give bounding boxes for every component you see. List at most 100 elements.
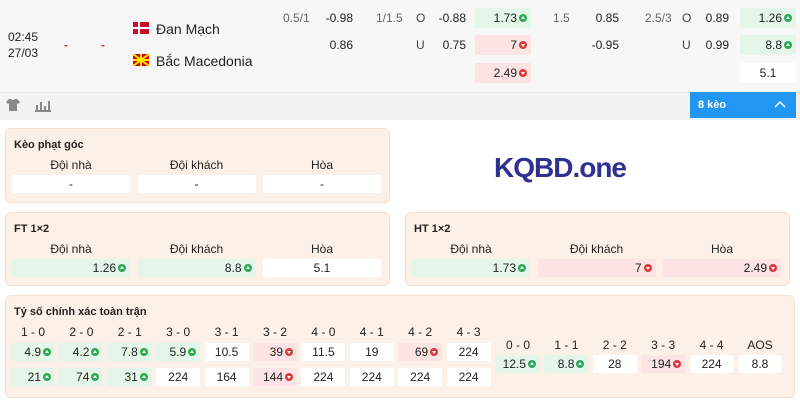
score-header: 4 - 1 [359,325,384,339]
odds-value: 19 [365,345,379,359]
flag-denmark [133,22,149,34]
odds-cell[interactable]: 224 [446,343,491,361]
column-header: Hòa [310,242,333,256]
odds-cell[interactable]: 224 [349,368,394,386]
odds-cell[interactable]: 19 [349,343,394,361]
odds-value: 224 [168,370,189,384]
score-header: 4 - 3 [456,325,481,339]
odds-cell[interactable]: 8.8 [738,355,782,373]
score-header: 3 - 2 [262,325,287,339]
odds-value: - [194,177,199,191]
odds-cell[interactable]: 164 [204,368,249,386]
odds-cell[interactable]: - [12,175,130,193]
odds-value: 7.8 [121,345,138,359]
odds-cell[interactable]: 5.1 [740,63,796,83]
odds-value: 5.9 [169,345,187,359]
odds-value: 7 [510,38,517,52]
odds-cell[interactable]: 69 [398,343,443,361]
shirt-icon[interactable] [5,98,21,112]
odds-cell[interactable]: 31 [107,368,152,386]
trend-icon [243,264,252,272]
column-header: Hòa [310,158,333,172]
score-header: 1 - 0 [20,325,45,339]
odds-value: 1.26 [758,11,782,25]
odds-value: 224 [313,370,334,384]
odds-cell[interactable]: 8.8 [137,259,256,277]
odds-cell[interactable]: 224 [398,368,443,386]
stats-icon[interactable] [34,98,52,112]
score-header: 2 - 0 [69,325,94,339]
odds-cell[interactable]: 21 [11,368,55,386]
match-date: 27/03 [8,46,39,60]
trend-icon [673,360,682,368]
away-team: Bắc Macedonia [156,53,253,69]
odds-cell[interactable]: 1.26 [12,259,130,277]
trend-icon [519,14,527,22]
more-button-label[interactable]: 8 kèo [698,99,727,111]
odds-cell[interactable]: 144 [253,368,297,386]
trend-icon [769,264,777,272]
odds-cell[interactable]: 224 [301,368,346,386]
odds-value: 5.1 [759,66,777,80]
odds-value: 10.5 [214,345,239,359]
odds-value: 12.5 [502,357,526,371]
ou-line: 2.5/3 [645,11,672,25]
match-time: 02:45 [8,30,39,44]
trend-icon [118,264,126,272]
odds-value: 224 [410,370,431,384]
more-button[interactable] [690,92,796,118]
odds-cell[interactable]: 224 [156,368,201,386]
odds-cell[interactable]: 194 [641,355,686,373]
score-header: AOS [747,338,773,352]
odds-cell[interactable]: 1.73 [412,259,530,277]
odds-cell[interactable]: 8.8 [544,355,589,373]
odds-cell[interactable]: 2.49 [663,259,781,277]
column-header: Đội nhà [50,242,92,256]
score-header: 0 - 0 [505,338,530,352]
odds-cell[interactable]: 5.9 [156,343,201,361]
odds-cell[interactable]: 5.1 [263,259,381,277]
toolbar [0,93,800,120]
odds-cell[interactable]: - [263,175,381,193]
odds-cell[interactable]: 4.2 [59,343,104,361]
odds-cell[interactable]: 1.26 [740,8,796,28]
odds-cell[interactable]: 74 [59,368,104,386]
trend-icon [784,14,792,22]
home-score: - [64,38,68,52]
odds-cell[interactable]: 10.5 [204,343,249,361]
odds-cell[interactable]: 39 [253,343,297,361]
odds-cell[interactable]: 2.49 [475,63,531,83]
odds-cell[interactable]: 11.5 [301,343,346,361]
odds-value: 8.8 [557,357,575,371]
trend-icon [784,41,792,49]
odds-cell[interactable]: 12.5 [496,355,540,373]
odds-value: 7 [634,261,642,275]
ou-odds: 0.99 [705,38,729,52]
odds-cell[interactable]: 4.9 [11,343,55,361]
trend-icon [519,41,527,49]
odds-cell[interactable]: 224 [689,355,734,373]
odds-cell[interactable]: 8.8 [740,35,796,55]
odds-value: 1.73 [493,11,517,25]
handicap-odds: 0.85 [595,11,619,25]
odds-value: 21 [27,370,41,384]
odds-value: 39 [269,345,283,359]
odds-cell[interactable]: 28 [592,355,637,373]
odds-cell[interactable]: 7.8 [107,343,152,361]
odds-value: 164 [216,370,237,384]
away-score: - [101,38,105,52]
odds-value: 4.2 [72,345,90,359]
odds-value: 194 [651,357,672,371]
odds-cell[interactable]: 1.73 [475,8,531,28]
panel-title: FT 1×2 [14,223,50,235]
caret-icon [774,100,786,108]
odds-cell[interactable]: 7 [537,259,656,277]
score-header: 3 - 0 [166,325,191,339]
odds-value: 11.5 [312,345,335,359]
score-header: 4 - 2 [408,325,433,339]
odds-value: 2.49 [493,66,517,80]
odds-cell[interactable]: - [137,175,256,193]
odds-cell[interactable]: 7 [475,35,531,55]
odds-cell[interactable]: 224 [446,368,491,386]
